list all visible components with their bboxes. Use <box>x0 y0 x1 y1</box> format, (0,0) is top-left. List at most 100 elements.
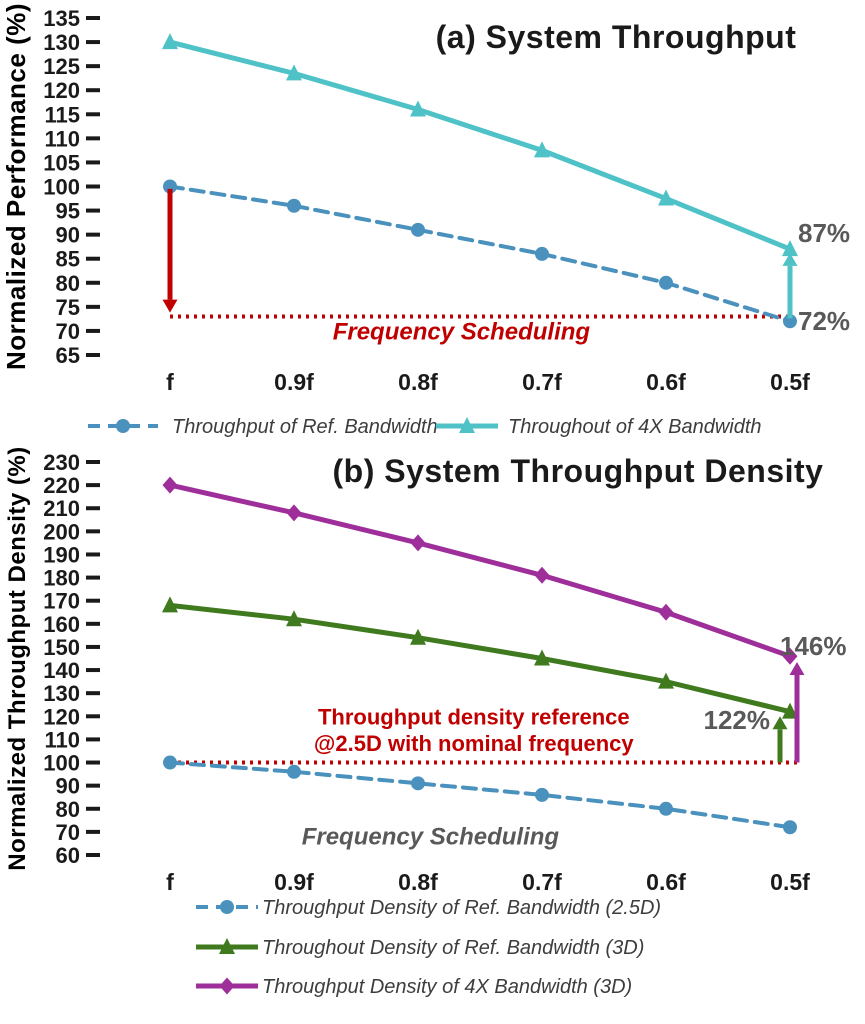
data-point-circle <box>220 900 234 914</box>
data-point-diamond <box>534 566 550 584</box>
y-tick-label: 80 <box>56 797 80 822</box>
chart-title: (a) System Throughput <box>436 19 797 55</box>
data-point-triangle <box>162 33 178 50</box>
data-point-circle <box>659 801 673 816</box>
series-line <box>167 602 793 715</box>
x-tick-label: f <box>166 369 174 395</box>
y-tick-label: 130 <box>43 681 80 706</box>
data-point-circle <box>535 246 549 261</box>
annotation-text: @2.5D with nominal frequency <box>314 731 634 756</box>
data-point-triangle <box>658 189 674 206</box>
y-tick-label: 230 <box>43 450 80 475</box>
chart-title: (b) System Throughput Density <box>333 453 824 489</box>
y-tick-label: 150 <box>43 635 80 660</box>
x-tick-label: 0.5f <box>770 369 810 395</box>
x-tick-label: 0.9f <box>274 369 314 395</box>
annotation-text: 122% <box>704 705 771 735</box>
y-tick-label: 220 <box>43 473 80 498</box>
y-tick-label: 135 <box>43 6 80 31</box>
series-line <box>168 184 792 324</box>
data-point-circle <box>116 419 130 433</box>
data-point-diamond <box>658 603 674 621</box>
x-tick-label: 0.5f <box>770 869 810 895</box>
x-tick-label: 0.8f <box>398 869 438 895</box>
x-tick-label: 0.6f <box>646 369 686 395</box>
y-tick-label: 70 <box>56 319 80 344</box>
x-tick-label: f <box>166 869 174 895</box>
data-point-triangle <box>286 64 302 81</box>
data-point-circle <box>535 787 549 802</box>
data-point-circle <box>659 275 673 290</box>
legend-label: Throughput Density of Ref. Bandwidth (2.… <box>262 897 661 919</box>
y-tick-label: 190 <box>43 542 80 567</box>
data-point-diamond <box>286 504 302 522</box>
y-tick-label: 65 <box>56 343 80 368</box>
y-tick-label: 115 <box>45 102 81 127</box>
data-point-triangle <box>410 628 426 645</box>
data-point-triangle <box>658 672 674 689</box>
data-point-circle <box>783 820 797 835</box>
x-tick-label: 0.7f <box>522 869 562 895</box>
y-tick-label: 90 <box>56 223 80 248</box>
y-tick-label: 120 <box>43 78 80 103</box>
annotation-arrowhead <box>162 299 178 313</box>
chart-system-throughput-density: 6070809010011012013014015016017018019020… <box>4 446 847 998</box>
y-tick-label: 120 <box>43 704 80 729</box>
data-point-diamond <box>410 534 426 552</box>
y-tick-label: 90 <box>56 774 80 799</box>
y-tick-label: 140 <box>43 658 80 683</box>
data-point-triangle <box>410 100 426 117</box>
y-tick-label: 105 <box>43 150 80 175</box>
data-point-circle <box>163 755 177 770</box>
data-point-triangle <box>219 938 235 954</box>
annotation-text: 72% <box>798 306 850 336</box>
series-line <box>167 482 793 659</box>
y-tick-label: 210 <box>43 496 80 521</box>
legend-label: Throughout Density of Ref. Bandwidth (3D… <box>262 937 644 959</box>
annotation-arrowhead <box>772 716 788 730</box>
y-tick-label: 75 <box>56 295 80 320</box>
y-tick-label: 100 <box>43 751 80 776</box>
annotation-text: Frequency Scheduling <box>302 824 560 851</box>
data-point-circle <box>287 764 301 779</box>
data-point-triangle <box>534 141 550 158</box>
y-tick-label: 80 <box>56 271 80 296</box>
y-tick-label: 160 <box>43 612 80 637</box>
data-point-triangle <box>286 610 302 627</box>
data-point-circle <box>163 179 177 194</box>
data-point-circle <box>411 222 425 237</box>
x-tick-label: 0.6f <box>646 869 686 895</box>
data-point-circle <box>411 776 425 791</box>
x-tick-label: 0.8f <box>398 369 438 395</box>
y-tick-label: 70 <box>56 820 80 845</box>
y-tick-label: 100 <box>43 175 80 200</box>
series-line <box>167 39 793 252</box>
data-point-diamond <box>162 476 178 494</box>
legend-label: Throughout of 4X Bandwidth <box>508 416 762 438</box>
data-point-circle <box>783 314 797 329</box>
data-point-triangle <box>782 240 798 257</box>
data-point-circle <box>287 198 301 213</box>
series-line <box>168 760 792 830</box>
legend-label: Throughput Density of 4X Bandwidth (3D) <box>262 976 632 998</box>
annotation-text: 146% <box>780 631 847 661</box>
annotation-text: Frequency Scheduling <box>333 319 591 346</box>
annotation-text: 87% <box>798 218 850 248</box>
annotation-arrowhead <box>782 252 798 266</box>
y-tick-label: 180 <box>43 566 80 591</box>
data-point-diamond <box>782 647 798 665</box>
y-tick-label: 110 <box>45 727 81 752</box>
y-tick-label: 60 <box>56 843 80 868</box>
data-point-triangle <box>459 417 475 433</box>
annotation-arrowhead <box>789 661 805 675</box>
x-tick-label: 0.7f <box>522 369 562 395</box>
data-point-triangle <box>782 702 798 719</box>
y-tick-label: 95 <box>56 199 80 224</box>
y-tick-label: 110 <box>45 126 81 151</box>
legend-label: Throughput of Ref. Bandwidth <box>172 416 438 438</box>
y-tick-label: 85 <box>56 247 80 272</box>
x-tick-label: 0.9f <box>274 869 314 895</box>
y-tick-label: 170 <box>43 589 80 614</box>
